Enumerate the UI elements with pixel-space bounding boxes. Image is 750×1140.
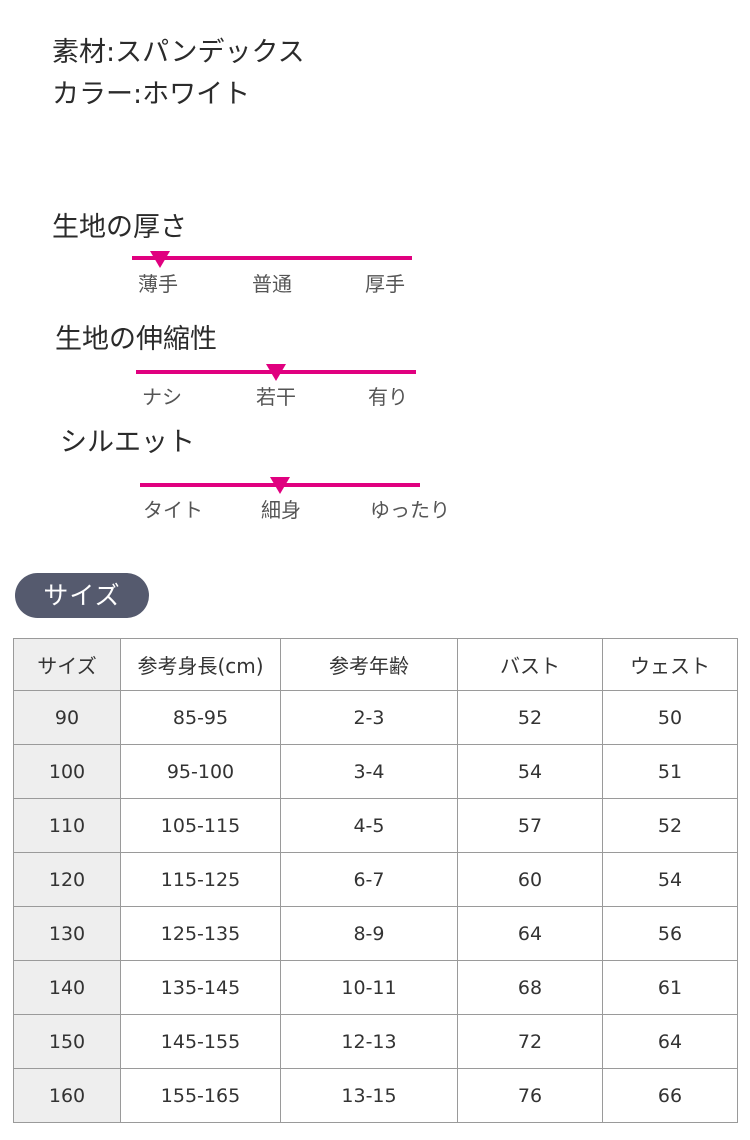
- cell-age: 10-11: [280, 960, 458, 1015]
- cell-height: 85-95: [120, 690, 281, 745]
- size-section-badge: サイズ: [15, 573, 149, 618]
- cell-age: 3-4: [280, 744, 458, 799]
- scale-label-normal: 普通: [252, 272, 292, 296]
- scale-label-thick: 厚手: [365, 272, 405, 296]
- cell-bust: 68: [457, 960, 603, 1015]
- table-row: 120 115-125 6-7 60 54: [13, 852, 738, 907]
- cell-waist: 56: [602, 906, 738, 961]
- cell-age: 8-9: [280, 906, 458, 961]
- cell-height: 135-145: [120, 960, 281, 1015]
- size-table: サイズ 参考身長(cm) 参考年齢 バスト ウェスト 90 85-95 2-3 …: [13, 638, 738, 1123]
- cell-waist: 52: [602, 798, 738, 853]
- cell-bust: 52: [457, 690, 603, 745]
- cell-age: 2-3: [280, 690, 458, 745]
- cell-age: 12-13: [280, 1014, 458, 1069]
- cell-bust: 64: [457, 906, 603, 961]
- scale-label-slight: 若干: [256, 385, 296, 409]
- cell-age: 6-7: [280, 852, 458, 907]
- cell-bust: 72: [457, 1014, 603, 1069]
- header-height: 参考身長(cm): [120, 638, 281, 691]
- cell-height: 155-165: [120, 1068, 281, 1123]
- cell-waist: 54: [602, 852, 738, 907]
- table-row: 110 105-115 4-5 57 52: [13, 798, 738, 853]
- cell-bust: 60: [457, 852, 603, 907]
- color-info: カラー:ホワイト: [52, 79, 251, 110]
- cell-size: 120: [13, 852, 121, 907]
- cell-height: 145-155: [120, 1014, 281, 1069]
- scale-title-thickness: 生地の厚さ: [52, 212, 187, 243]
- cell-size: 130: [13, 906, 121, 961]
- header-size: サイズ: [13, 638, 121, 691]
- cell-height: 105-115: [120, 798, 281, 853]
- scale-label-yes: 有り: [368, 385, 408, 409]
- cell-waist: 50: [602, 690, 738, 745]
- material-info: 素材:スパンデックス: [52, 37, 305, 68]
- cell-size: 160: [13, 1068, 121, 1123]
- size-table-header-row: サイズ 参考身長(cm) 参考年齢 バスト ウェスト: [13, 638, 738, 691]
- table-row: 150 145-155 12-13 72 64: [13, 1014, 738, 1069]
- cell-bust: 57: [457, 798, 603, 853]
- table-row: 100 95-100 3-4 54 51: [13, 744, 738, 799]
- scale-title-silhouette: シルエット: [60, 427, 195, 458]
- cell-size: 140: [13, 960, 121, 1015]
- cell-size: 110: [13, 798, 121, 853]
- cell-waist: 66: [602, 1068, 738, 1123]
- scale-marker-stretch: [266, 364, 286, 381]
- table-row: 90 85-95 2-3 52 50: [13, 690, 738, 745]
- scale-track-thickness: [132, 256, 412, 260]
- table-row: 140 135-145 10-11 68 61: [13, 960, 738, 1015]
- scale-title-stretch: 生地の伸縮性: [55, 324, 217, 355]
- cell-size: 150: [13, 1014, 121, 1069]
- cell-size: 100: [13, 744, 121, 799]
- cell-size: 90: [13, 690, 121, 745]
- cell-height: 115-125: [120, 852, 281, 907]
- cell-waist: 51: [602, 744, 738, 799]
- scale-label-slim: 細身: [261, 498, 301, 522]
- cell-height: 95-100: [120, 744, 281, 799]
- cell-bust: 76: [457, 1068, 603, 1123]
- scale-label-tight: タイト: [143, 498, 203, 522]
- table-row: 160 155-165 13-15 76 66: [13, 1068, 738, 1123]
- header-bust: バスト: [457, 638, 603, 691]
- scale-label-loose: ゆったり: [370, 498, 450, 522]
- scale-label-thin: 薄手: [138, 272, 178, 296]
- header-age: 参考年齢: [280, 638, 458, 691]
- cell-bust: 54: [457, 744, 603, 799]
- scale-marker-thickness: [150, 251, 170, 268]
- cell-height: 125-135: [120, 906, 281, 961]
- cell-age: 13-15: [280, 1068, 458, 1123]
- cell-waist: 61: [602, 960, 738, 1015]
- header-waist: ウェスト: [602, 638, 738, 691]
- cell-age: 4-5: [280, 798, 458, 853]
- table-row: 130 125-135 8-9 64 56: [13, 906, 738, 961]
- scale-marker-silhouette: [270, 477, 290, 494]
- scale-label-none: ナシ: [142, 385, 182, 409]
- cell-waist: 64: [602, 1014, 738, 1069]
